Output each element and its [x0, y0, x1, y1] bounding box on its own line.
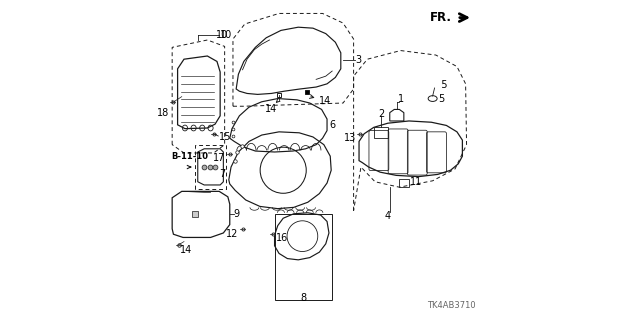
Text: 5: 5 [435, 80, 448, 90]
Text: 1: 1 [398, 94, 404, 104]
Text: 8: 8 [300, 292, 306, 303]
Bar [275, 214, 332, 300]
Text: 10: 10 [216, 29, 228, 40]
Text: B-11-10: B-11-10 [172, 152, 208, 161]
Text: 6: 6 [329, 120, 335, 131]
Text: FR.: FR. [430, 11, 452, 24]
Text: 11: 11 [410, 177, 422, 188]
Text: 4: 4 [385, 211, 391, 221]
Text: 10: 10 [220, 29, 232, 40]
Text: 7: 7 [220, 169, 226, 180]
Text: 5: 5 [438, 93, 444, 104]
Text: 14: 14 [265, 104, 278, 115]
Text: 12: 12 [226, 228, 239, 239]
Text: 2: 2 [378, 108, 385, 119]
Text: 18: 18 [157, 108, 169, 118]
Text: 14: 14 [319, 96, 331, 106]
Text: 16: 16 [276, 233, 288, 244]
Text: 13: 13 [344, 133, 356, 143]
Text: TK4AB3710: TK4AB3710 [428, 301, 476, 310]
Text: 9: 9 [233, 209, 239, 220]
Text: 3: 3 [355, 55, 362, 65]
Text: 15: 15 [219, 132, 232, 142]
Text: 14: 14 [180, 245, 192, 255]
Text: 17: 17 [213, 153, 226, 164]
